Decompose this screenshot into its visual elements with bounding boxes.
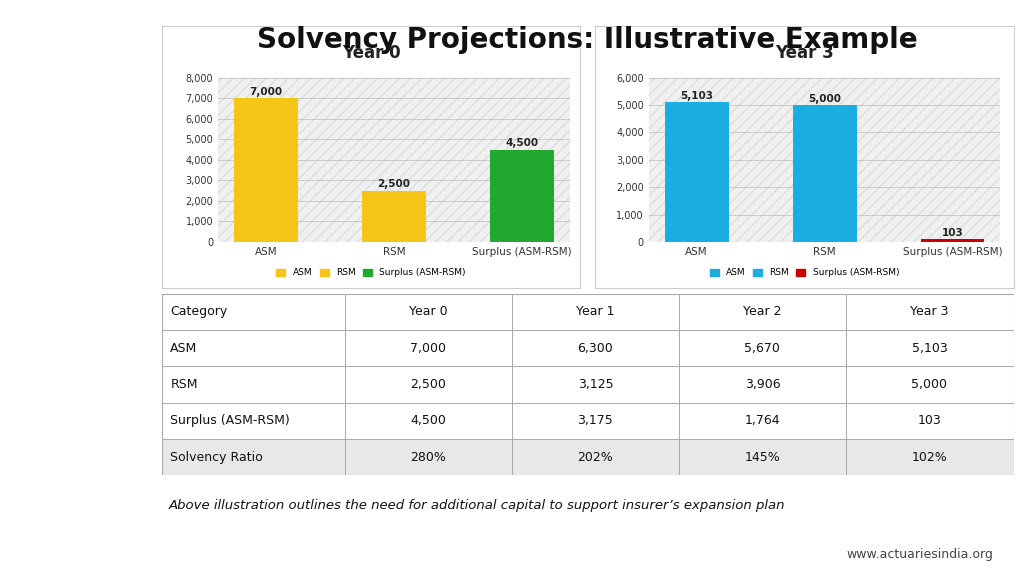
Text: 4,500: 4,500 bbox=[505, 138, 539, 149]
Text: Year 3: Year 3 bbox=[775, 44, 834, 62]
Text: 1,764: 1,764 bbox=[744, 414, 780, 427]
Text: Solvency Projections: Illustrative Example: Solvency Projections: Illustrative Examp… bbox=[257, 26, 919, 54]
Bar bbox=[162, 366, 1014, 403]
Text: 7,000: 7,000 bbox=[250, 87, 283, 97]
Bar bbox=[162, 330, 1014, 366]
Text: 5,000: 5,000 bbox=[808, 94, 841, 104]
Text: 4,500: 4,500 bbox=[411, 414, 446, 427]
Bar bbox=[162, 403, 1014, 439]
Text: ASM: ASM bbox=[170, 342, 198, 355]
Text: Year 1: Year 1 bbox=[577, 305, 614, 319]
Text: 3,125: 3,125 bbox=[578, 378, 613, 391]
Legend: ASM, RSM, Surplus (ASM-RSM): ASM, RSM, Surplus (ASM-RSM) bbox=[707, 264, 903, 281]
Bar bbox=[793, 105, 856, 242]
Text: 5,670: 5,670 bbox=[744, 342, 780, 355]
Text: 5,103: 5,103 bbox=[680, 92, 713, 101]
Text: Year 0: Year 0 bbox=[342, 44, 400, 62]
Text: www.actuariesindia.org: www.actuariesindia.org bbox=[847, 548, 993, 561]
Bar bbox=[665, 103, 729, 242]
Text: 102%: 102% bbox=[911, 450, 947, 464]
Text: 7,000: 7,000 bbox=[411, 342, 446, 355]
Text: 103: 103 bbox=[942, 228, 964, 238]
Text: 6,300: 6,300 bbox=[578, 342, 613, 355]
Text: 3,175: 3,175 bbox=[578, 414, 613, 427]
Text: RSM: RSM bbox=[170, 378, 198, 391]
Text: 5,103: 5,103 bbox=[911, 342, 947, 355]
Text: Year 2: Year 2 bbox=[743, 305, 781, 319]
Bar bbox=[162, 294, 1014, 330]
Text: 5,000: 5,000 bbox=[911, 378, 947, 391]
Bar bbox=[489, 150, 554, 242]
Legend: ASM, RSM, Surplus (ASM-RSM): ASM, RSM, Surplus (ASM-RSM) bbox=[272, 264, 469, 281]
Text: Surplus (ASM-RSM): Surplus (ASM-RSM) bbox=[170, 414, 290, 427]
Text: Category: Category bbox=[170, 305, 227, 319]
Text: 202%: 202% bbox=[578, 450, 613, 464]
Text: 280%: 280% bbox=[411, 450, 446, 464]
Text: Year 3: Year 3 bbox=[910, 305, 948, 319]
Bar bbox=[162, 439, 1014, 475]
Bar bbox=[362, 191, 426, 242]
Text: 2,500: 2,500 bbox=[378, 179, 411, 190]
Text: 145%: 145% bbox=[744, 450, 780, 464]
Text: Solvency Ratio: Solvency Ratio bbox=[170, 450, 263, 464]
Bar bbox=[234, 98, 298, 242]
Text: Above illustration outlines the need for additional capital to support insurer’s: Above illustration outlines the need for… bbox=[169, 499, 785, 512]
Text: 2,500: 2,500 bbox=[411, 378, 446, 391]
Text: Year 0: Year 0 bbox=[410, 305, 447, 319]
Text: 103: 103 bbox=[918, 414, 941, 427]
Bar bbox=[921, 239, 984, 242]
Text: 3,906: 3,906 bbox=[744, 378, 780, 391]
